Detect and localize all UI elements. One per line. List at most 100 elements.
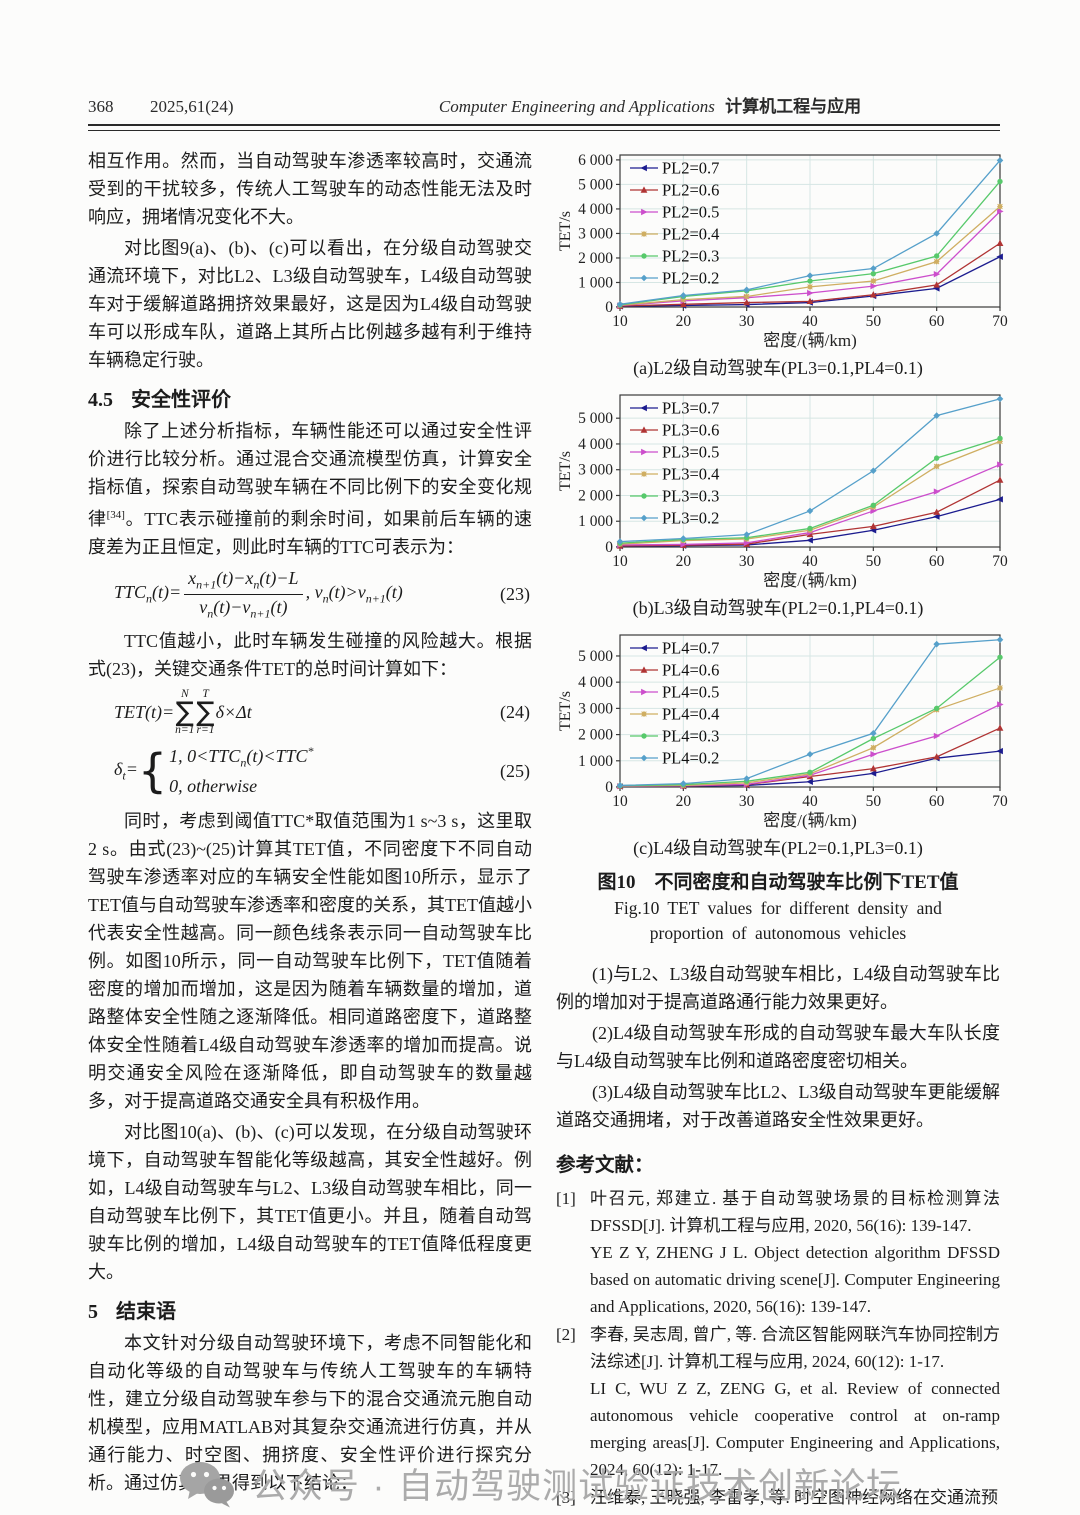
references-heading: 参考文献： xyxy=(556,1155,654,1176)
svg-text:5 000: 5 000 xyxy=(578,410,613,427)
svg-text:PL2=0.5: PL2=0.5 xyxy=(662,203,719,222)
fraction: xn+1(t)−xn(t)−L vn(t)−vn+1(t) xyxy=(184,567,303,621)
svg-text:6 000: 6 000 xyxy=(578,152,613,169)
summation: N ∑ n=1 xyxy=(175,688,195,736)
chart-caption-c: (c)L4级自动驾驶车(PL2=0.1,PL3=0.1) xyxy=(633,838,923,858)
chart-l3-tet: 10 20 30 40 50 60 70 0 1 000 2 000 3 000 4 000 5 000… xyxy=(556,387,1008,620)
section-heading-4-5: 4.5 安全性评价 xyxy=(88,389,231,411)
reference-3: [3] 汪维泰, 王晓强, 李雷孝, 等. 时空图神经网络在交通流预 xyxy=(556,1488,998,1507)
journal-title-cn: 计算机工程与应用 xyxy=(725,97,862,116)
svg-text:PL3=0.4: PL3=0.4 xyxy=(662,465,719,484)
svg-text:5 000: 5 000 xyxy=(578,648,613,665)
paragraph: 本文针对分级自动驾驶环境下，考虑不同智能化和自动化等级的自动驾驶车与传统人工驾驶… xyxy=(88,1332,532,1493)
svg-text:PL2=0.6: PL2=0.6 xyxy=(662,181,719,200)
page-header: 368 2025,61(24) Computer Engineering and… xyxy=(88,0,1000,117)
section-heading-5: 5 结束语 xyxy=(88,1300,176,1323)
svg-text:60: 60 xyxy=(929,553,945,570)
svg-text:50: 50 xyxy=(866,553,882,570)
svg-text:0: 0 xyxy=(605,779,613,796)
equation-number: (24) xyxy=(500,702,530,723)
svg-text:PL3=0.6: PL3=0.6 xyxy=(662,421,719,440)
paragraph: 对比图9(a)、(b)、(c)可以看出，在分级自动驾驶交通流环境下，对比L2、L… xyxy=(88,238,532,370)
svg-text:PL2=0.4: PL2=0.4 xyxy=(662,225,719,244)
svg-text:PL3=0.5: PL3=0.5 xyxy=(662,443,719,462)
svg-text:0: 0 xyxy=(605,299,613,316)
chart-caption-a: (a)L2级自动驾驶车(PL3=0.1,PL4=0.1) xyxy=(633,358,923,378)
svg-text:30: 30 xyxy=(739,793,755,810)
citation-superscript: [34] xyxy=(106,509,125,521)
svg-text:3 000: 3 000 xyxy=(578,462,613,479)
conclusion-3: (3)L4级自动驾驶车比L2、L3级自动驾驶车更能缓解道路交通拥堵，对于改善道路… xyxy=(556,1082,1000,1130)
svg-text:PL4=0.2: PL4=0.2 xyxy=(662,749,719,768)
svg-text:2 000: 2 000 xyxy=(578,487,613,504)
svg-text:30: 30 xyxy=(739,553,755,570)
svg-text:10: 10 xyxy=(612,793,628,810)
svg-text:1 000: 1 000 xyxy=(578,274,613,291)
svg-text:PL4=0.3: PL4=0.3 xyxy=(662,727,719,746)
reference-1: [1] 叶召元, 郑建立. 基于自动驾驶场景的目标检测算法DFSSD[J]. 计… xyxy=(556,1189,1000,1316)
cases-body: 1, 0<TTCn(t)<TTC* 0, otherwise xyxy=(169,744,314,796)
svg-text:TET/s: TET/s xyxy=(557,691,574,731)
svg-text:40: 40 xyxy=(802,553,818,570)
equation-number: (25) xyxy=(500,761,530,782)
svg-text:70: 70 xyxy=(992,553,1008,570)
paragraph: 除了上述分析指标，车辆性能还可以通过安全性评价进行比较分析。通过混合交通流模型仿… xyxy=(88,421,532,557)
page-number: 368 xyxy=(88,97,114,116)
header-rule xyxy=(88,124,1000,131)
svg-text:50: 50 xyxy=(866,313,882,330)
chart-l4-tet: 10 20 30 40 50 60 70 0 1 000 2 000 3 000 4 000 5 000… xyxy=(556,627,1008,860)
svg-text:10: 10 xyxy=(612,313,628,330)
reference-2: [2] 李春, 吴志周, 曾广, 等. 合流区智能网联汽车协同控制方法综述[J]… xyxy=(556,1325,1000,1479)
svg-text:密度/(辆/km): 密度/(辆/km) xyxy=(763,571,857,590)
svg-text:3 000: 3 000 xyxy=(578,700,613,717)
svg-text:TET/s: TET/s xyxy=(557,211,574,251)
svg-text:PL3=0.2: PL3=0.2 xyxy=(662,509,719,528)
svg-text:4 000: 4 000 xyxy=(578,201,613,218)
wechat-icon xyxy=(179,1461,234,1507)
svg-text:60: 60 xyxy=(929,793,945,810)
equation-number: (23) xyxy=(500,583,530,604)
watermark-text: 公众号 · 自动驾驶测试验证技术创新论坛 xyxy=(251,1467,903,1506)
svg-text:PL4=0.7: PL4=0.7 xyxy=(662,639,719,658)
svg-text:PL4=0.5: PL4=0.5 xyxy=(662,683,719,702)
equation-23: TTCn(t)= xn+1(t)−xn(t)−L vn(t)−vn+1(t) ,… xyxy=(114,567,530,621)
figure-10: 10 20 30 40 50 60 70 0 1 000 2 000 3 000 4 000 5 000… xyxy=(556,147,1008,946)
figure-caption-cn: 图10 不同密度和自动驾驶车比例下TET值 xyxy=(597,872,959,893)
svg-text:50: 50 xyxy=(866,793,882,810)
right-column: 10 20 30 40 50 60 70 0 1 000 2 000 3 000 4 000 5 000… xyxy=(556,147,1008,1512)
svg-text:PL2=0.7: PL2=0.7 xyxy=(662,159,719,178)
conclusion-2: (2)L4级自动驾驶车形成的自动驾驶车最大车队长度与L4级自动驾驶车比例和道路密… xyxy=(556,1023,1000,1071)
figure-caption-en: Fig.10 TET values for different density … xyxy=(614,898,942,943)
paragraph: 对比图10(a)、(b)、(c)可以发现，在分级自动驾驶环境下，自动驾驶车智能化… xyxy=(88,1121,532,1282)
svg-text:密度/(辆/km): 密度/(辆/km) xyxy=(763,331,857,350)
svg-text:PL3=0.7: PL3=0.7 xyxy=(662,399,719,418)
svg-text:PL2=0.3: PL2=0.3 xyxy=(662,247,719,266)
svg-text:PL4=0.4: PL4=0.4 xyxy=(662,705,719,724)
journal-issue: 2025,61(24) xyxy=(150,97,234,116)
svg-text:20: 20 xyxy=(676,793,692,810)
svg-text:40: 40 xyxy=(802,313,818,330)
svg-text:2 000: 2 000 xyxy=(578,250,613,267)
svg-text:5 000: 5 000 xyxy=(578,176,613,193)
svg-text:PL3=0.3: PL3=0.3 xyxy=(662,487,719,506)
chart-caption-b: (b)L3级自动驾驶车(PL2=0.1,PL4=0.1) xyxy=(632,598,924,618)
svg-text:密度/(辆/km): 密度/(辆/km) xyxy=(763,811,857,830)
svg-text:4 000: 4 000 xyxy=(578,436,613,453)
watermark: 公众号 · 自动驾驶测试验证技术创新论坛 xyxy=(0,1458,1080,1509)
svg-text:1 000: 1 000 xyxy=(578,753,613,770)
paragraph: 同时，考虑到阈值TTC*取值范围为1 s~3 s，这里取2 s。由式(23)~(… xyxy=(88,810,532,1111)
svg-text:20: 20 xyxy=(676,553,692,570)
svg-text:60: 60 xyxy=(929,313,945,330)
svg-text:40: 40 xyxy=(802,793,818,810)
paragraph: TTC值越小，此时车辆发生碰撞的风险越大。根据式(23)，关键交通条件TET的总… xyxy=(88,631,532,680)
equation-24: TET(t)= N ∑ n=1 T ∑ r=1 δ×Δt (24) xyxy=(114,688,530,736)
conclusion-1: (1)与L2、L3级自动驾驶车相比，L4级自动驾驶车比例的增加对于提高道路通行能… xyxy=(556,964,1000,1012)
svg-text:TET/s: TET/s xyxy=(557,451,574,491)
svg-text:0: 0 xyxy=(605,539,613,556)
journal-title-en: Computer Engineering and Applications xyxy=(438,97,715,116)
chart-l2-tet: 10 20 30 40 50 60 70 0 1 000 2 000 3 000 4 000 5 000… xyxy=(556,147,1008,380)
paragraph: 相互作用。然而，当自动驾驶车渗透率较高时，交通流受到的干扰较多，传统人工驾驶车的… xyxy=(88,151,532,227)
svg-text:3 000: 3 000 xyxy=(578,225,613,242)
svg-text:1 000: 1 000 xyxy=(578,513,613,530)
